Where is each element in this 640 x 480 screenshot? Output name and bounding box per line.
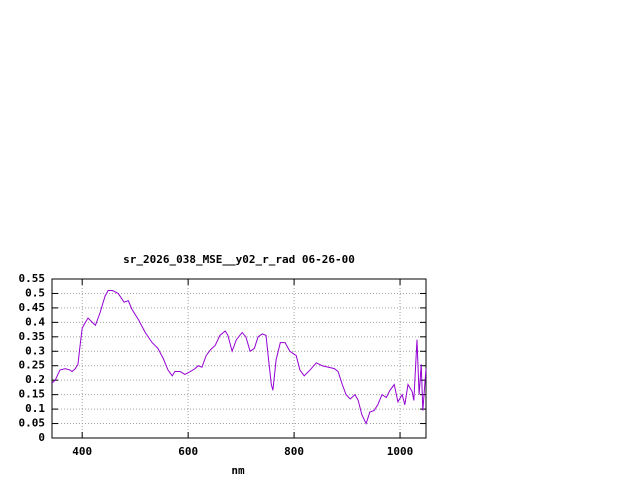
plot-frame bbox=[51, 278, 427, 439]
y-tick-label: 0.3 bbox=[25, 344, 45, 357]
x-tick-label: 400 bbox=[72, 445, 92, 458]
y-tick-label: 0.2 bbox=[25, 373, 45, 386]
x-tick-label: 600 bbox=[178, 445, 198, 458]
y-tick-label: 0.1 bbox=[25, 402, 45, 415]
y-tick-label: 0.15 bbox=[19, 388, 46, 401]
y-tick-label: 0.05 bbox=[19, 417, 46, 430]
y-tick-label: 0.5 bbox=[25, 286, 45, 299]
y-tick-label: 0.25 bbox=[19, 359, 46, 372]
y-tick-label: 0.45 bbox=[19, 301, 46, 314]
y-tick-label: 0.35 bbox=[19, 330, 46, 343]
x-axis-label: nm bbox=[231, 464, 245, 477]
x-tick-label: 800 bbox=[284, 445, 304, 458]
y-tick-label: 0.55 bbox=[19, 272, 46, 285]
y-tick-label: 0.4 bbox=[25, 315, 45, 328]
chart-title: sr_2026_038_MSE__y02_r_rad 06-26-00 bbox=[123, 253, 355, 266]
x-tick-label: 1000 bbox=[387, 445, 414, 458]
data-line bbox=[51, 290, 427, 425]
y-tick-label: 0 bbox=[38, 431, 45, 444]
